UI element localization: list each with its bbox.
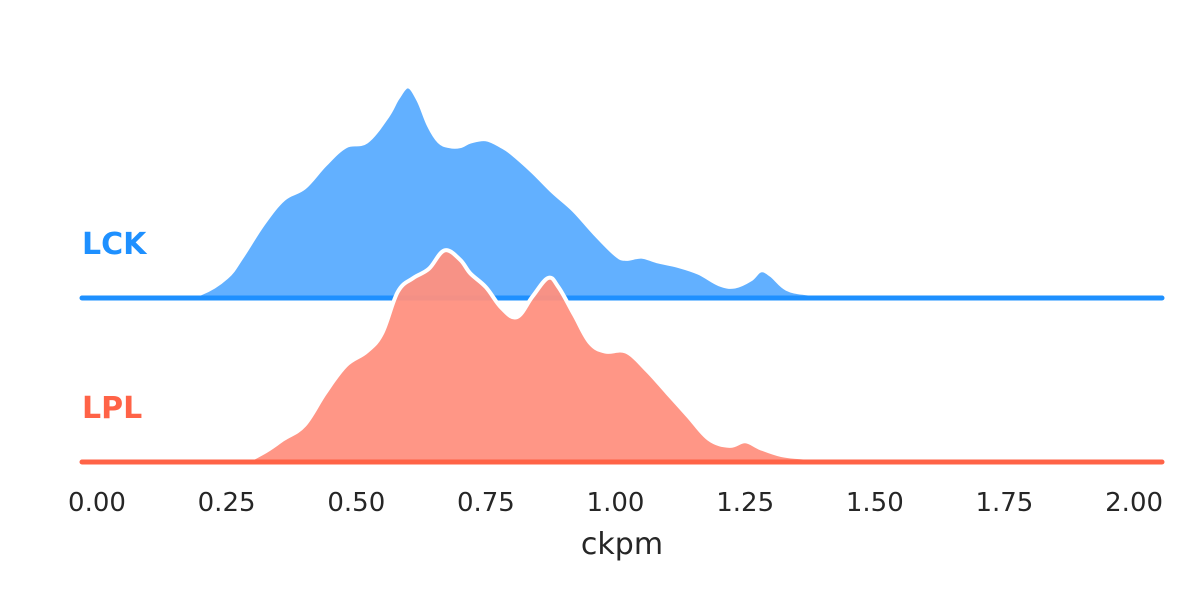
x-tick-label: 0.00 <box>68 488 126 518</box>
series-label-lck: LCK <box>82 227 148 262</box>
x-tick-label: 1.50 <box>846 488 904 518</box>
x-tick-label: 1.00 <box>587 488 645 518</box>
ridges-group <box>79 84 1165 465</box>
x-tick-label: 1.25 <box>716 488 774 518</box>
ridge-lpl <box>79 248 1165 465</box>
ridge-outline-lck <box>96 84 1161 301</box>
x-axis-label: ckpm <box>581 527 663 562</box>
x-tick-label: 0.75 <box>457 488 515 518</box>
ridge-area-lck <box>97 86 1160 299</box>
x-tick-label: 2.00 <box>1105 488 1163 518</box>
ridge-area-lpl <box>97 250 1160 463</box>
x-tick-label: 0.50 <box>327 488 385 518</box>
x-tick-label: 1.75 <box>975 488 1033 518</box>
series-label-lpl: LPL <box>82 391 142 426</box>
x-axis-ticks: 0.00 0.25 0.50 0.75 1.00 1.25 1.50 1.75 2.00 <box>68 488 1163 518</box>
ridge-lck <box>79 84 1165 301</box>
x-tick-label: 0.25 <box>198 488 256 518</box>
series-labels-group: LCK LPL <box>82 227 148 426</box>
